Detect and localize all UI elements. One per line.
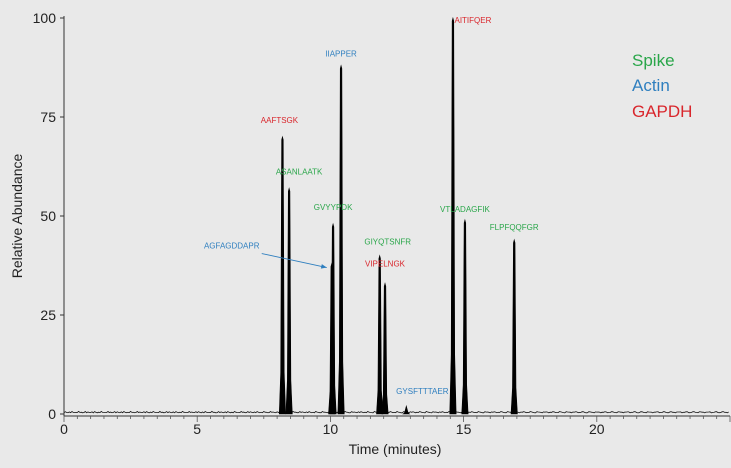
baseline-trace [63,410,729,414]
legend-entry-spike: Spike [632,51,675,70]
annotation-arrow-head [320,264,327,269]
x-tick-label: 15 [456,421,472,437]
y-tick-label: 75 [40,109,56,125]
x-axis-title: Time (minutes) [349,441,442,457]
peak-aitifqer [449,16,457,415]
peak-label-gvyypdk: GVYYPDK [314,203,353,212]
axes: 0 25 50 75 100 0 5 10 15 20 [33,10,731,437]
peak-vipelngk [381,282,389,415]
legend-entry-gapdh: GAPDH [632,102,692,121]
peak-vtladagfik [461,218,469,415]
peak-label-aaftsgk: AAFTSGK [261,116,299,125]
peak-label-giyqtsnfr: GIYQTSNFR [364,238,411,247]
peak-label-aitifqer: AITIFQER [454,16,491,25]
y-tick-label: 25 [40,307,56,323]
y-tick-label: 50 [40,208,56,224]
y-tick-label: 100 [33,10,57,26]
y-tick-label: 0 [48,406,56,422]
legend-entry-actin: Actin [632,76,670,95]
y-axis-title: Relative Abundance [9,154,25,279]
peak-gysftttaer [402,404,411,415]
peak-label-iiapper: IIAPPER [325,50,357,59]
x-tick-label: 10 [323,421,339,437]
peak-label-flpfqqfgr: FLPFQQFGR [490,223,539,232]
peak-iiapper [337,64,345,415]
peak-flpfqqfgr [510,238,518,415]
trace-layer [63,16,729,415]
x-tick-label: 0 [60,421,68,437]
peak-labels: AAFTSGK ASANLAATK AGFAGDDAPR GVYYPDK IIAPPER… [204,16,539,396]
peak-label-asanlaatk: ASANLAATK [276,167,323,176]
annotation-arrow-line [261,253,327,268]
legend: Spike Actin GAPDH [632,51,692,121]
peak-label-agfagddapr: AGFAGDDAPR [204,242,260,251]
x-tick-label: 5 [193,421,201,437]
peak-gvyypdk [329,222,337,415]
peak-aaftsgk [278,135,286,415]
peak-label-gysftttaer: GYSFTTTAER [396,387,449,396]
peak-label-vtladagfik: VTLADAGFIK [440,205,490,214]
peak-asanlaatk [285,187,293,415]
peak-label-vipelngk: VIPELNGK [365,259,406,268]
x-tick-label: 20 [589,421,605,437]
